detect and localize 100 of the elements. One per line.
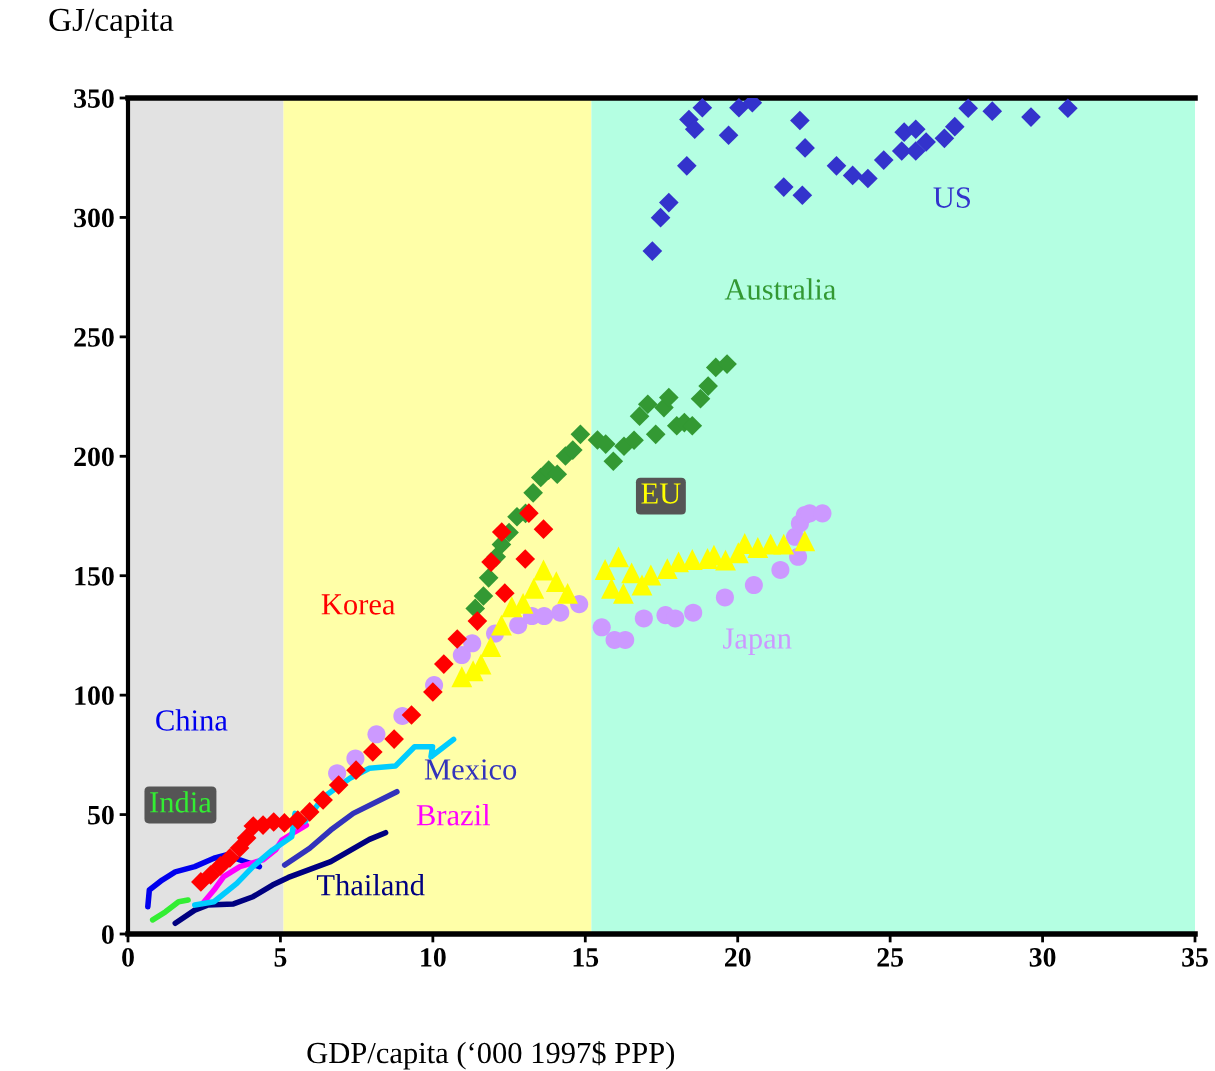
point xyxy=(656,558,678,579)
point xyxy=(515,549,536,569)
point xyxy=(612,582,634,604)
point xyxy=(367,725,386,744)
text: India xyxy=(150,791,212,813)
point xyxy=(523,483,543,503)
point xyxy=(346,760,366,780)
x-tick-label: 30 xyxy=(1029,948,1056,967)
x-tick-label: 10 xyxy=(421,948,446,967)
point xyxy=(491,614,512,636)
point xyxy=(480,636,502,658)
series-label: Australia xyxy=(724,278,836,300)
point xyxy=(594,559,616,580)
point xyxy=(790,110,810,131)
point xyxy=(842,165,863,186)
series-label: Thailand xyxy=(316,874,425,896)
y-tick-label: 300 xyxy=(74,208,114,228)
point xyxy=(299,802,320,822)
point xyxy=(570,424,591,445)
point xyxy=(958,98,979,119)
series-label: Mexico xyxy=(424,759,517,780)
point xyxy=(603,451,624,472)
point xyxy=(401,705,422,725)
point xyxy=(659,192,679,213)
point xyxy=(642,241,663,261)
series-label: US xyxy=(933,187,970,208)
point xyxy=(447,629,468,649)
point xyxy=(478,568,499,588)
point xyxy=(629,406,650,426)
point xyxy=(684,119,705,140)
point xyxy=(210,856,231,876)
point xyxy=(621,562,643,584)
point xyxy=(916,132,936,152)
point xyxy=(771,560,790,580)
y-tick-label: 0 xyxy=(101,925,114,944)
point xyxy=(905,119,926,140)
point xyxy=(773,533,795,555)
x-tick-label: 0 xyxy=(122,948,134,967)
point xyxy=(328,775,349,795)
y-tick-label: 150 xyxy=(75,566,114,586)
point xyxy=(313,790,333,810)
point xyxy=(236,828,257,848)
point xyxy=(608,546,629,568)
y-tick-label: 100 xyxy=(75,686,114,706)
x-axis-title: GDP/capita (‘000 1997$ PPP) xyxy=(307,1040,675,1070)
point xyxy=(744,576,763,595)
point xyxy=(384,729,404,749)
point xyxy=(773,177,794,197)
point xyxy=(1058,98,1078,119)
series-label: Japan xyxy=(723,628,792,656)
point xyxy=(826,156,847,176)
point xyxy=(287,810,308,830)
point xyxy=(637,394,658,415)
point xyxy=(944,116,965,137)
point xyxy=(858,168,878,189)
point xyxy=(684,603,703,622)
x-tick-label: 35 xyxy=(1182,948,1208,967)
point xyxy=(1021,107,1041,127)
point xyxy=(601,577,622,599)
point xyxy=(463,634,482,653)
point xyxy=(624,430,644,451)
point xyxy=(491,522,512,542)
point xyxy=(509,616,528,635)
point xyxy=(467,611,488,631)
point xyxy=(592,618,611,637)
point xyxy=(557,582,579,604)
x-tick-label: 15 xyxy=(573,948,599,967)
point xyxy=(533,519,554,539)
point xyxy=(533,559,554,581)
y-tick-label: 200 xyxy=(74,447,114,467)
x-tick-label: 25 xyxy=(877,948,904,967)
point xyxy=(523,577,545,599)
point xyxy=(718,125,739,146)
point xyxy=(905,141,926,161)
point xyxy=(794,530,816,552)
x-tick-label: 20 xyxy=(724,948,751,967)
y-tick-label: 350 xyxy=(74,89,114,108)
point xyxy=(676,156,697,176)
point xyxy=(692,98,713,118)
point xyxy=(452,645,471,665)
point xyxy=(220,848,240,868)
point xyxy=(747,537,769,558)
point xyxy=(200,865,221,885)
y-axis-title: GJ/capita xyxy=(49,8,174,38)
point xyxy=(715,588,734,607)
point xyxy=(494,583,515,603)
point xyxy=(645,424,666,445)
point xyxy=(481,552,501,572)
point xyxy=(634,609,653,628)
point xyxy=(434,654,454,674)
point xyxy=(698,376,718,396)
point xyxy=(362,742,383,762)
series-label: Korea xyxy=(321,594,396,615)
x-tick-label: 5 xyxy=(274,948,287,967)
point xyxy=(729,98,749,118)
point xyxy=(715,549,736,571)
text: China xyxy=(156,709,228,731)
point xyxy=(473,586,494,606)
series-label: EU xyxy=(641,483,681,504)
point xyxy=(659,387,679,408)
